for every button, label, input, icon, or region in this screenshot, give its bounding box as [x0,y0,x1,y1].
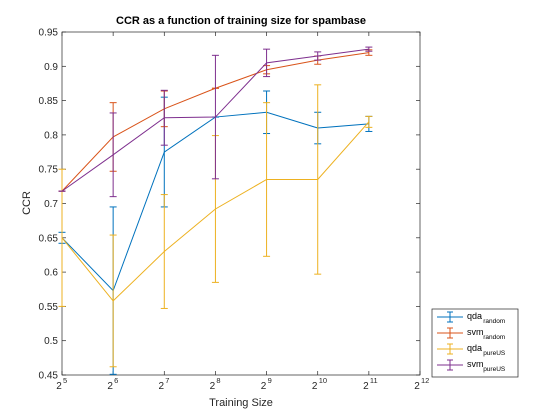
legend-label: qda [467,311,482,321]
x-tick-label: 29 [261,376,272,392]
series-svm-pureUS [58,46,373,198]
error-bar [109,112,117,198]
error-bar [314,51,322,61]
legend-box [431,308,519,378]
error-bar [160,194,168,309]
x-tick-label-base: 2 [414,381,420,392]
x-axis-label: Training Size [209,397,273,409]
x-tick-label-base: 2 [210,381,216,392]
error-bar [263,48,271,78]
x-tick-label-exponent: 9 [268,376,272,385]
error-bar [365,115,373,128]
x-tick-label-exponent: 8 [216,376,220,385]
y-axis-label: CCR [21,191,33,215]
y-tick-label: 0.75 [39,165,59,176]
legend-label-subscript: random [483,318,505,325]
x-tick-label-base: 2 [363,381,369,392]
y-tick-label: 0.45 [39,371,59,382]
chart-title: CCR as a function of training size for s… [116,15,366,27]
legend-label-subscript: random [483,334,505,341]
plot-area [61,31,421,376]
error-bar [263,102,271,257]
y-axis: 0.45 0.5 0.55 0.6 0.65 0.7 0.75 0.8 0.85 0.9 0.95 [39,28,420,382]
error-bar [314,84,322,275]
x-tick-label-exponent: 10 [319,376,327,385]
x-tick-label-base: 2 [159,381,165,392]
x-tick-label: 210 [312,376,327,392]
legend-label: svm [467,327,484,337]
y-tick-label: 0.7 [44,199,58,210]
x-tick-label: 25 [56,376,67,392]
x-tick-label-exponent: 11 [370,376,378,385]
error-bar [109,234,117,368]
legend-label-subscript: pureUS [483,366,506,373]
legend-label: svm [467,359,484,369]
y-tick-label: 0.55 [39,302,59,313]
y-tick-label: 0.65 [39,233,59,244]
error-bar [160,89,168,146]
x-tick-label-exponent: 5 [63,376,67,385]
x-tick-label-exponent: 6 [114,376,118,385]
x-tick-label: 26 [107,376,118,392]
y-tick-label: 0.9 [44,62,58,73]
x-tick-label-base: 2 [312,381,318,392]
y-tick-label: 0.5 [44,336,58,347]
x-tick-label-base: 2 [261,381,267,392]
x-tick-label: 28 [210,376,221,392]
x-tick-label-base: 2 [107,381,113,392]
y-tick-label: 0.85 [39,96,59,107]
series-layer [58,46,373,375]
x-tick-label-exponent: 7 [165,376,169,385]
x-tick-label: 211 [363,376,378,392]
legend-label: qda [467,343,482,353]
x-tick-label: 27 [159,376,170,392]
x-tick-label-base: 2 [56,381,62,392]
error-bar [58,168,66,307]
y-tick-label: 0.8 [44,130,58,141]
error-bar [365,46,373,52]
y-tick-label: 0.95 [39,28,59,39]
legend-label-subscript: pureUS [483,350,506,357]
x-tick-label: 212 [414,376,429,392]
error-bar [211,54,219,180]
x-tick-label-exponent: 12 [421,376,429,385]
y-tick-label: 0.6 [44,268,58,279]
